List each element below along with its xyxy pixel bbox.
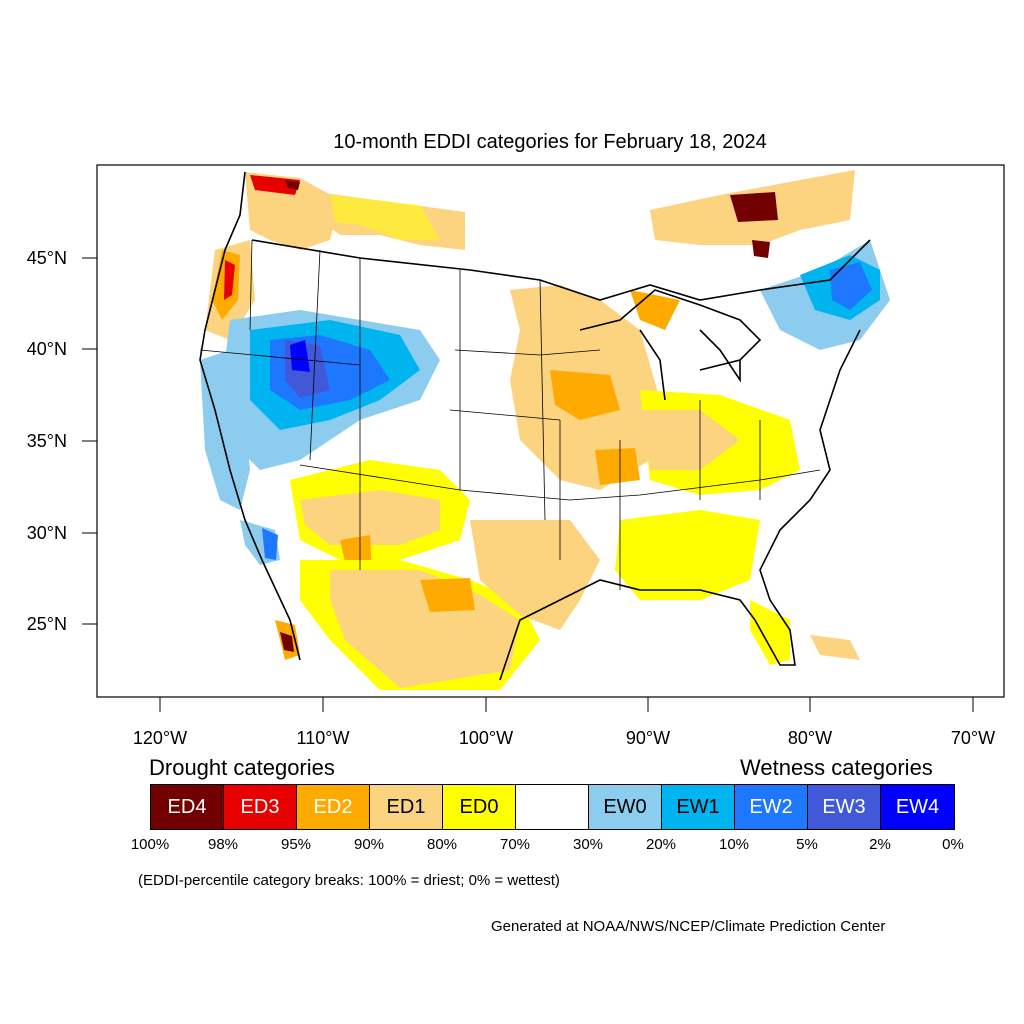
percent-break-label: 20% — [645, 836, 677, 853]
legend-category-ed3: ED3 — [224, 785, 297, 829]
legend-category-ed0: ED0 — [443, 785, 516, 829]
lon-tick-label: 90°W — [626, 728, 670, 748]
lon-tick-label: 100°W — [459, 728, 513, 748]
longitude-axis — [159, 697, 974, 712]
percent-break-label: 90% — [353, 836, 385, 853]
legend-category-ed2: ED2 — [297, 785, 370, 829]
percent-break-label: 30% — [572, 836, 604, 853]
legend-category-ed1: ED1 — [370, 785, 443, 829]
lat-tick-label: 30°N — [27, 523, 67, 543]
lat-tick-label: 45°N — [27, 248, 67, 268]
legend-category-normal — [516, 785, 589, 829]
lat-tick-label: 35°N — [27, 431, 67, 451]
percent-break-label: 2% — [869, 836, 891, 853]
legend-category-ew2: EW2 — [735, 785, 808, 829]
percent-break-label: 5% — [796, 836, 818, 853]
percent-break-label: 95% — [280, 836, 312, 853]
legend-category-ew4: EW4 — [881, 785, 954, 829]
lat-tick-label: 40°N — [27, 339, 67, 359]
lon-tick-label: 120°W — [133, 728, 187, 748]
lon-tick-label: 80°W — [788, 728, 832, 748]
legend-color-bar: ED4 ED3 ED2 ED1 ED0 EW0 EW1 EW2 EW3 EW4 — [150, 784, 955, 830]
coastline-outline — [199, 171, 871, 681]
legend-category-ew1: EW1 — [662, 785, 735, 829]
state-boundaries — [199, 239, 821, 590]
percent-break-label: 80% — [426, 836, 458, 853]
map-title: 10-month EDDI categories for February 18… — [333, 131, 767, 153]
credit-line: Generated at NOAA/NWS/NCEP/Climate Predi… — [491, 918, 886, 935]
percent-break-label: 10% — [718, 836, 750, 853]
wetness-heading: Wetness categories — [740, 755, 933, 780]
lon-tick-label: 70°W — [951, 728, 995, 748]
legend-category-ew0: EW0 — [589, 785, 662, 829]
drought-heading: Drought categories — [149, 755, 335, 780]
percent-break-label: 98% — [207, 836, 239, 853]
percent-break-label: 0% — [942, 836, 964, 853]
category-shading — [200, 170, 890, 690]
legend-category-ew3: EW3 — [808, 785, 881, 829]
lon-tick-label: 110°W — [297, 728, 350, 748]
latitude-axis — [82, 257, 97, 625]
percent-break-label: 100% — [130, 836, 170, 853]
percent-break-label: 70% — [499, 836, 531, 853]
map-border — [96, 164, 1005, 698]
legend-category-ed4: ED4 — [151, 785, 224, 829]
lat-tick-label: 25°N — [27, 614, 67, 634]
breaks-note: (EDDI-percentile category breaks: 100% =… — [138, 872, 560, 889]
